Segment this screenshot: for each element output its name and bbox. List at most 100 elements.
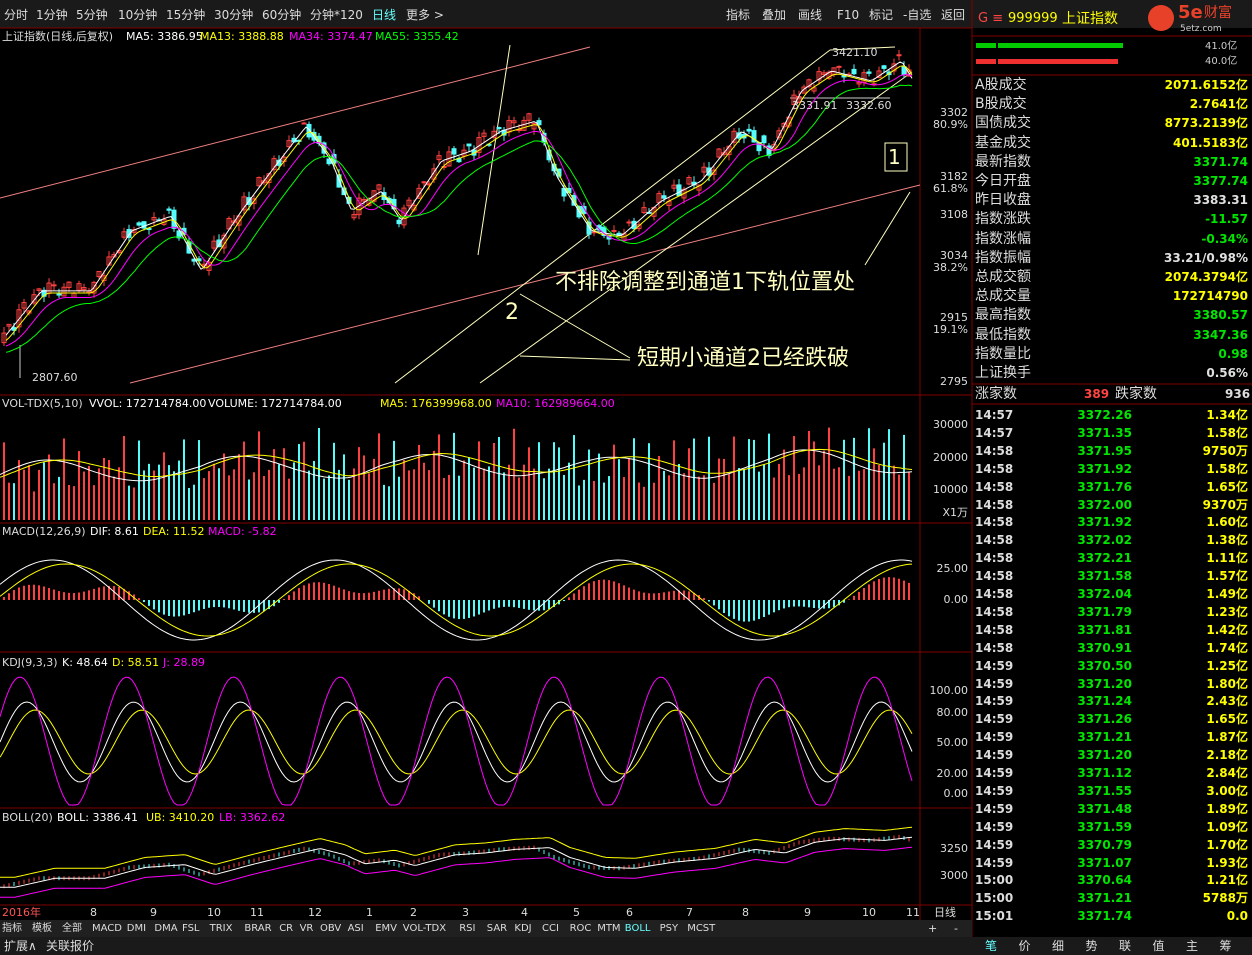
indicator-tab[interactable]: DMA	[154, 923, 178, 934]
axis-label: 2795	[940, 375, 968, 388]
axis-label: 20000	[933, 451, 968, 464]
candle-body	[481, 132, 487, 137]
quote-tab[interactable]: 价	[1018, 939, 1031, 953]
indicator-label: VOL-TDX(5,10)	[2, 397, 83, 410]
indicator-tab[interactable]: BRAR	[244, 923, 272, 934]
tool-button[interactable]: 返回	[941, 8, 966, 22]
indicator-tab[interactable]: CCI	[542, 923, 559, 934]
quote-tab[interactable]: 笔	[985, 939, 998, 953]
candle-body	[556, 168, 562, 177]
period-tab[interactable]: 30分钟	[214, 8, 254, 22]
indicator-label: MA34: 3374.47	[289, 30, 373, 43]
period-tab[interactable]: 更多 >	[406, 8, 444, 22]
candle-body	[591, 231, 597, 234]
indicator-tab[interactable]: DMI	[126, 923, 147, 934]
indicator-tab[interactable]: MTM	[597, 923, 621, 934]
indicator-tab[interactable]: 全部	[62, 923, 82, 934]
period-tab[interactable]: 10分钟	[118, 8, 158, 22]
tick-volume: 1.89亿	[1206, 801, 1248, 816]
indicator-tab[interactable]: PSY	[659, 923, 679, 934]
indicator-tab[interactable]: VR	[299, 923, 314, 934]
tick-volume: 2.84亿	[1206, 766, 1248, 780]
candle-body	[251, 198, 257, 205]
tick-volume: 1.58亿	[1206, 461, 1248, 476]
candle-body	[671, 184, 677, 189]
period-tab[interactable]: 5分钟	[76, 8, 108, 22]
indicator-tab[interactable]: 模板	[32, 923, 52, 934]
row-value: 3347.36	[1193, 327, 1248, 342]
candle-body	[421, 181, 427, 184]
indicator-tab[interactable]: TRIX	[209, 923, 233, 934]
quote-tab[interactable]: 筹	[1219, 939, 1232, 953]
tick-volume: 1.42亿	[1206, 622, 1248, 637]
indicator-tab[interactable]: VOL-TDX	[402, 923, 447, 934]
tick-time: 14:59	[975, 819, 1014, 834]
x-axis-label: 5	[573, 906, 580, 919]
tick-price: 3370.91	[1077, 640, 1132, 655]
tick-time: 14:58	[975, 622, 1014, 637]
quote-tab[interactable]: 细	[1052, 939, 1065, 953]
period-tab[interactable]: 分钟*120	[310, 8, 363, 22]
indicator-label: MA10: 162989664.00	[496, 397, 615, 410]
boll-upper	[0, 826, 913, 878]
indicator-label: VVOL: 172714784.00	[89, 397, 207, 410]
footer-tab[interactable]: 扩展∧	[4, 939, 37, 953]
row-label: 昨日收盘	[975, 192, 1031, 209]
zoom-button[interactable]: -	[954, 922, 958, 935]
period-tab[interactable]: 15分钟	[166, 8, 206, 22]
tool-button[interactable]: 叠加	[762, 8, 787, 22]
candle-body	[36, 288, 42, 291]
tick-volume: 1.60亿	[1206, 515, 1248, 530]
indicator-tab[interactable]: MCST	[687, 923, 716, 934]
period-tab[interactable]: 日线	[372, 8, 397, 22]
tool-button[interactable]: 指标	[726, 8, 751, 22]
candle-body	[801, 86, 807, 94]
candle-body	[856, 81, 862, 85]
footer-tab[interactable]: 关联报价	[46, 939, 95, 953]
tick-price: 3371.92	[1077, 461, 1132, 476]
tick-volume: 1.65亿	[1206, 479, 1248, 494]
zoom-button[interactable]: +	[928, 922, 938, 935]
indicator-tab[interactable]: RSI	[459, 923, 476, 934]
indicator-tab[interactable]: KDJ	[514, 923, 532, 934]
tool-button[interactable]: 标记	[869, 8, 894, 22]
candle-body	[21, 302, 27, 309]
tick-price: 3371.55	[1077, 783, 1132, 798]
indicator-tab[interactable]: SAR	[486, 923, 508, 934]
quote-tab[interactable]: 值	[1152, 939, 1165, 953]
tool-button[interactable]: 画线	[798, 8, 823, 22]
candle-body	[441, 166, 447, 169]
indicator-tab[interactable]: ROC	[569, 923, 592, 934]
period-tab[interactable]: 1分钟	[36, 8, 68, 22]
period-tab[interactable]: 分时	[4, 8, 29, 22]
tool-button[interactable]: F10	[837, 8, 860, 22]
candle-body	[731, 130, 737, 143]
tool-button[interactable]: -自选	[903, 8, 932, 22]
row-value: 3377.74	[1193, 174, 1248, 188]
indicator-tab[interactable]: ASI	[347, 923, 364, 934]
indicator-tab[interactable]: FSL	[182, 923, 200, 934]
indicator-tab[interactable]: 指标	[2, 923, 22, 934]
indicator-tab[interactable]: MACD	[92, 923, 122, 934]
x-axis-label: 2	[410, 906, 417, 919]
quote-tab[interactable]: 主	[1186, 939, 1199, 953]
indicator-tab[interactable]: BOLL	[624, 923, 651, 934]
quote-tab[interactable]: 势	[1085, 939, 1098, 953]
indicator-tab[interactable]: OBV	[320, 923, 342, 934]
quote-tab[interactable]: 联	[1119, 939, 1132, 953]
x-axis-label: 7	[686, 906, 693, 919]
tick-time: 14:57	[975, 408, 1014, 422]
candle-body	[761, 135, 767, 144]
axis-label: 30000	[933, 418, 968, 431]
indicator-tab[interactable]: CR	[279, 923, 294, 934]
period-tab[interactable]: 60分钟	[262, 8, 302, 22]
indicator-tab[interactable]: EMV	[375, 923, 397, 934]
price-label: 2807.60	[32, 371, 78, 384]
candle-body	[166, 208, 172, 211]
candle-body	[641, 207, 647, 214]
candle-body	[96, 270, 102, 278]
candle-body	[746, 128, 752, 132]
indicator-label: BOLL(20)	[2, 811, 53, 824]
row-label: 总成交量	[975, 288, 1031, 305]
tick-price: 3371.20	[1077, 748, 1132, 763]
